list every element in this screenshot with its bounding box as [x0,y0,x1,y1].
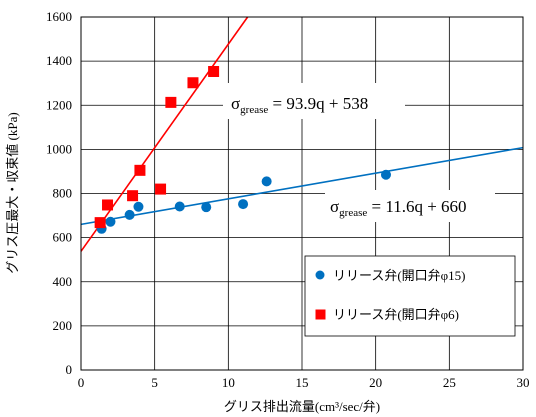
y-tick-label: 1400 [46,53,72,68]
annotation-blue-equation: σgrease = 11.6q + 660 [330,197,467,219]
data-point-series-2 [155,183,167,195]
y-tick-label: 800 [53,186,73,201]
x-tick-label: 0 [78,375,85,390]
data-point-series-2 [127,190,139,202]
data-point-series-2 [165,96,177,108]
data-point-series-2 [94,217,106,229]
data-point-series-2 [187,77,199,89]
data-point-series-2 [102,199,114,211]
fit-line-series-1 [80,146,524,226]
plot-frame [80,16,524,371]
x-tick-label: 5 [151,375,158,390]
data-point-series-1 [105,216,116,227]
y-tick-label: 1600 [46,9,72,24]
legend-marker-red-square [315,309,326,320]
x-tick-label: 10 [222,375,235,390]
data-points [94,65,391,234]
legend: リリース弁(開口弁φ15) リリース弁(開口弁φ6) [304,255,516,337]
data-point-series-1 [174,201,185,212]
x-axis-title: グリス排出流量(cm³/sec/弁) [224,399,380,414]
data-point-series-1 [380,169,391,180]
x-tick-label: 30 [517,375,530,390]
y-tick-label: 0 [66,362,73,377]
data-point-series-1 [201,202,212,213]
legend-label-series-1: リリース弁(開口弁φ15) [333,268,466,283]
data-point-series-1 [261,176,272,187]
data-point-series-1 [238,199,249,210]
legend-label-series-2: リリース弁(開口弁φ6) [333,307,459,322]
annotation-red-equation: σgrease = 93.9q + 538 [231,94,368,116]
annotation-red-bg [223,83,405,119]
x-tick-label: 15 [296,375,309,390]
y-tick-label: 400 [53,274,73,289]
legend-box [304,255,516,337]
y-tick-label: 1000 [46,141,72,156]
y-tick-label: 200 [53,318,73,333]
data-point-series-2 [134,164,146,176]
data-point-series-1 [133,201,144,212]
annotation-blue-bg [325,190,495,222]
fit-line-series-2 [80,16,249,252]
x-tick-labels: 0 5 10 15 20 25 30 [78,375,530,390]
x-tick-label: 20 [369,375,382,390]
x-tick-label: 25 [443,375,456,390]
y-tick-label: 600 [53,230,73,245]
data-point-series-2 [208,65,220,77]
fit-lines [80,16,524,252]
y-axis-title: グリス圧最大・収束値 (kPa) [5,112,20,273]
y-tick-labels: 0 200 400 600 800 1000 1200 1400 1600 [46,9,72,377]
data-point-series-1 [124,209,135,220]
y-tick-label: 1200 [46,97,72,112]
legend-marker-blue-circle [315,270,325,280]
